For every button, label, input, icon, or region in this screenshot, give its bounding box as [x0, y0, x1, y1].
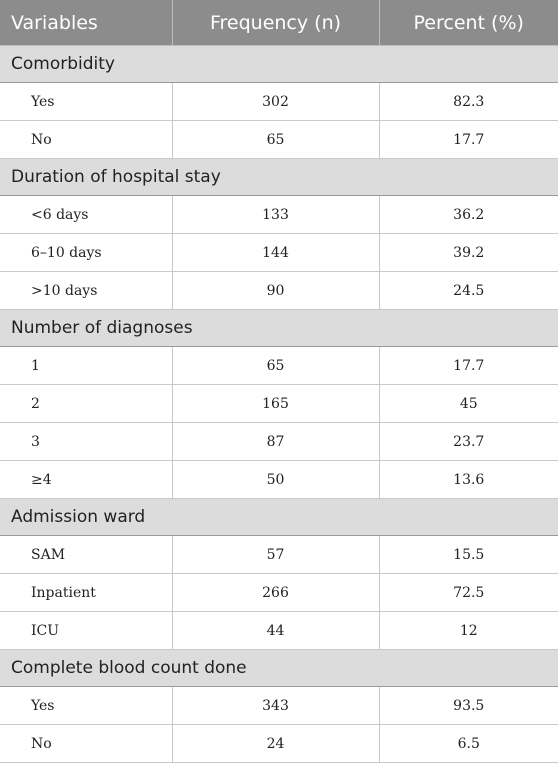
frequency-cell: 144 — [171, 233, 380, 272]
percent-cell: 13.6 — [378, 460, 558, 499]
frequency-cell: 165 — [171, 384, 380, 423]
frequency-cell: 44 — [171, 611, 380, 650]
table-row: ICU 44 12 — [0, 611, 558, 650]
row-label: >10 days — [0, 271, 173, 310]
row-label: No — [0, 120, 173, 159]
row-label: SAM — [0, 535, 173, 574]
group-header-row: Number of diagnoses — [0, 309, 558, 347]
table-row: Yes 343 93.5 — [0, 686, 558, 725]
frequency-cell: 133 — [171, 195, 380, 234]
group-title: Number of diagnoses — [0, 309, 558, 347]
group-title: Comorbidity — [0, 45, 558, 83]
row-label: ≥4 — [0, 460, 173, 499]
percent-cell: 23.7 — [378, 422, 558, 461]
group-header-row: Complete blood count done — [0, 649, 558, 687]
row-label: Inpatient — [0, 573, 173, 612]
table-row: Inpatient 266 72.5 — [0, 573, 558, 612]
table-row: 3 87 23.7 — [0, 422, 558, 461]
percent-cell: 17.7 — [378, 346, 558, 385]
frequency-cell: 266 — [171, 573, 380, 612]
percent-cell: 45 — [378, 384, 558, 423]
table-row: No 24 6.5 — [0, 724, 558, 763]
table-row: Yes 302 82.3 — [0, 82, 558, 121]
row-label: ICU — [0, 611, 173, 650]
percent-cell: 6.5 — [378, 724, 558, 763]
percent-cell: 72.5 — [378, 573, 558, 612]
row-label: No — [0, 724, 173, 763]
table-row: <6 days 133 36.2 — [0, 195, 558, 234]
frequency-cell: 90 — [171, 271, 380, 310]
percent-cell: 17.7 — [378, 120, 558, 159]
percent-cell: 36.2 — [378, 195, 558, 234]
group-header-row: Comorbidity — [0, 45, 558, 83]
frequency-cell: 50 — [171, 460, 380, 499]
table-header: Variables Frequency (n) Percent (%) — [0, 0, 558, 46]
header-row: Variables Frequency (n) Percent (%) — [0, 0, 558, 46]
table-row: >10 days 90 24.5 — [0, 271, 558, 310]
percent-cell: 82.3 — [378, 82, 558, 121]
table-row: SAM 57 15.5 — [0, 535, 558, 574]
row-label: 3 — [0, 422, 173, 461]
row-label: 2 — [0, 384, 173, 423]
header-percent: Percent (%) — [378, 0, 558, 46]
percent-cell: 15.5 — [378, 535, 558, 574]
frequency-cell: 343 — [171, 686, 380, 725]
frequency-cell: 24 — [171, 724, 380, 763]
row-label: 1 — [0, 346, 173, 385]
percent-cell: 39.2 — [378, 233, 558, 272]
table-row: 6–10 days 144 39.2 — [0, 233, 558, 272]
frequency-cell: 65 — [171, 120, 380, 159]
row-label: Yes — [0, 686, 173, 725]
frequency-cell: 57 — [171, 535, 380, 574]
group-title: Duration of hospital stay — [0, 158, 558, 196]
table-row: 2 165 45 — [0, 384, 558, 423]
row-label: <6 days — [0, 195, 173, 234]
frequency-cell: 65 — [171, 346, 380, 385]
table-body: Comorbidity Yes 302 82.3 No 65 17.7 Duration of… — [0, 45, 558, 763]
row-label: 6–10 days — [0, 233, 173, 272]
table-row: 1 65 17.7 — [0, 346, 558, 385]
header-frequency: Frequency (n) — [171, 0, 380, 46]
group-header-row: Duration of hospital stay — [0, 158, 558, 196]
table-row: No 65 17.7 — [0, 120, 558, 159]
group-header-row: Admission ward — [0, 498, 558, 536]
row-label: Yes — [0, 82, 173, 121]
frequency-cell: 87 — [171, 422, 380, 461]
percent-cell: 93.5 — [378, 686, 558, 725]
group-title: Admission ward — [0, 498, 558, 536]
percent-cell: 12 — [378, 611, 558, 650]
group-title: Complete blood count done — [0, 649, 558, 687]
header-variables: Variables — [0, 0, 173, 46]
percent-cell: 24.5 — [378, 271, 558, 310]
data-table: Variables Frequency (n) Percent (%) Como… — [0, 0, 558, 763]
table-row: ≥4 50 13.6 — [0, 460, 558, 499]
frequency-cell: 302 — [171, 82, 380, 121]
